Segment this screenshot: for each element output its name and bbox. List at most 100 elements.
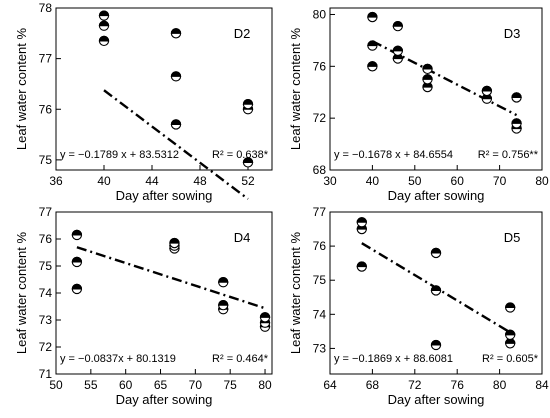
data-point — [242, 157, 254, 168]
panel-label: D4 — [234, 230, 251, 245]
data-point — [505, 302, 516, 313]
data-point — [71, 256, 83, 268]
y-axis-label: Leaf water content % — [288, 232, 303, 355]
data-point — [422, 63, 433, 75]
x-axis-label: Day after sowing — [388, 188, 485, 203]
x-tick-label: 84 — [535, 378, 549, 392]
panel-label: D2 — [234, 26, 251, 41]
r-squared-label: R² = 0.638* — [212, 149, 269, 161]
x-tick-label: 72 — [408, 378, 422, 392]
y-tick-label: 77 — [39, 52, 53, 66]
data-point — [481, 85, 493, 97]
data-point — [505, 338, 516, 349]
x-tick-label: 75 — [224, 378, 238, 392]
x-tick-label: 60 — [119, 378, 133, 392]
data-point — [505, 329, 516, 340]
panel-label: D5 — [504, 230, 521, 245]
x-tick-label: 68 — [366, 378, 380, 392]
chart-panel-d4: 50 55 60 65 70 75 80 71 72 73 74 75 76 77 Day after so… — [14, 205, 273, 407]
regression-equation: y = −0.0837x + 80.1319 — [60, 353, 176, 365]
r-squared-label: R² = 0.464* — [212, 353, 269, 365]
x-axis-label: Day after sowing — [116, 392, 213, 407]
data-point — [259, 312, 271, 323]
data-point — [71, 283, 83, 295]
y-axis-label: Leaf water content % — [288, 28, 303, 151]
data-point — [367, 40, 378, 51]
y-tick-label: 74 — [39, 286, 53, 300]
x-tick-label: 50 — [49, 378, 63, 392]
x-tick-label: 64 — [323, 378, 337, 392]
x-tick-label: 70 — [189, 378, 203, 392]
fit-line — [76, 246, 266, 310]
chart-panel-d2: 36 40 44 48 52 75 76 77 78 Day after sowing Leaf w… — [14, 1, 273, 203]
data-point — [356, 261, 367, 272]
data-point — [367, 11, 378, 23]
x-tick-label: 50 — [408, 174, 422, 188]
y-tick-label: 72 — [313, 111, 327, 125]
y-axis-label: Leaf water content % — [14, 232, 29, 355]
regression-equation: y = −0.1869 x + 88.6081 — [334, 353, 453, 365]
y-tick-label: 71 — [39, 367, 53, 381]
data-point — [218, 299, 229, 311]
y-tick-label: 68 — [313, 163, 327, 177]
x-tick-label: 80 — [535, 174, 549, 188]
y-tick-label: 76 — [39, 102, 53, 116]
data-point — [367, 61, 378, 72]
y-tick-label: 74 — [313, 307, 327, 321]
y-tick-label: 75 — [313, 273, 327, 287]
data-point — [169, 237, 180, 249]
x-tick-label: 80 — [493, 378, 507, 392]
data-point — [422, 74, 433, 85]
plot-frame — [55, 7, 273, 171]
y-tick-label: 80 — [313, 7, 327, 21]
panel-label: D3 — [504, 26, 521, 41]
y-tick-label: 73 — [313, 341, 327, 355]
plot-frame — [329, 7, 543, 171]
data-point — [98, 20, 110, 31]
data-point — [430, 247, 442, 259]
x-tick-label: 80 — [258, 378, 272, 392]
data-point — [170, 71, 182, 82]
x-tick-label: 36 — [49, 174, 63, 188]
y-tick-label: 72 — [39, 340, 53, 354]
data-point — [392, 20, 403, 32]
y-axis-label: Leaf water content % — [14, 28, 29, 151]
data-point — [170, 119, 182, 130]
data-point — [71, 229, 83, 241]
data-point — [356, 217, 367, 228]
x-tick-label: 40 — [97, 174, 111, 188]
x-tick-label: 55 — [84, 378, 98, 392]
x-tick-label: 60 — [451, 174, 465, 188]
y-tick-label: 76 — [39, 232, 53, 246]
r-squared-label: R² = 0.605* — [482, 353, 539, 365]
x-tick-label: 48 — [193, 174, 207, 188]
x-tick-label: 70 — [493, 174, 507, 188]
data-point — [511, 118, 522, 129]
x-tick-label: 40 — [366, 174, 380, 188]
plot-frame — [329, 211, 543, 375]
data-point — [430, 285, 442, 296]
data-point — [218, 277, 229, 288]
chart-panel-d3: 30 40 50 60 70 80 68 72 76 80 Day after sowing Leaf… — [288, 7, 549, 203]
data-point — [511, 92, 522, 103]
x-tick-label: 65 — [154, 378, 168, 392]
data-point — [98, 35, 110, 47]
y-tick-label: 75 — [39, 153, 53, 167]
x-tick-label: 30 — [323, 174, 337, 188]
y-tick-label: 78 — [39, 1, 53, 15]
data-point — [430, 339, 442, 351]
data-point — [98, 10, 110, 21]
data-point — [392, 45, 403, 56]
x-tick-label: 76 — [451, 378, 465, 392]
r-squared-label: R² = 0.756** — [478, 149, 539, 161]
x-axis-label: Day after sowing — [388, 392, 485, 407]
x-axis-label: Day after sowing — [116, 188, 213, 203]
regression-equation: y = −0.1678 x + 84.6554 — [334, 149, 453, 161]
y-tick-label: 75 — [39, 259, 53, 273]
regression-equation: y = −0.1789 x + 83.5312 — [60, 149, 179, 161]
chart-panel-d5: 64 68 72 76 80 84 73 74 75 76 77 Day after sowing Le… — [288, 205, 549, 407]
fit-line — [103, 89, 249, 200]
x-tick-label: 44 — [145, 174, 159, 188]
y-tick-label: 77 — [313, 205, 327, 219]
